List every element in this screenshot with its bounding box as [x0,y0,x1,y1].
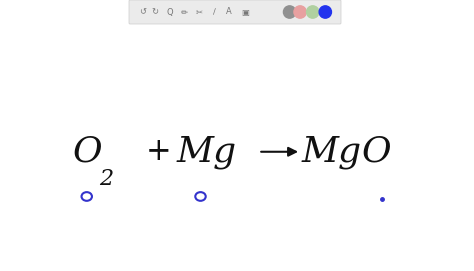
Text: Mg: Mg [302,135,362,169]
Circle shape [283,6,296,18]
Text: Q: Q [166,8,173,17]
Text: O: O [362,135,392,169]
Circle shape [307,6,319,18]
Text: ↻: ↻ [152,8,159,17]
Text: ▣: ▣ [242,8,249,17]
Text: ✏: ✏ [181,8,188,17]
Text: Mg: Mg [176,135,236,169]
Circle shape [319,6,331,18]
Text: 2: 2 [99,168,113,190]
Text: O: O [73,135,102,169]
Text: ∕: ∕ [212,8,216,17]
Text: ✂: ✂ [196,8,203,17]
FancyBboxPatch shape [129,0,341,24]
Text: A: A [226,8,232,17]
Text: ↺: ↺ [139,8,146,17]
Text: +: + [146,136,172,167]
Circle shape [294,6,306,18]
